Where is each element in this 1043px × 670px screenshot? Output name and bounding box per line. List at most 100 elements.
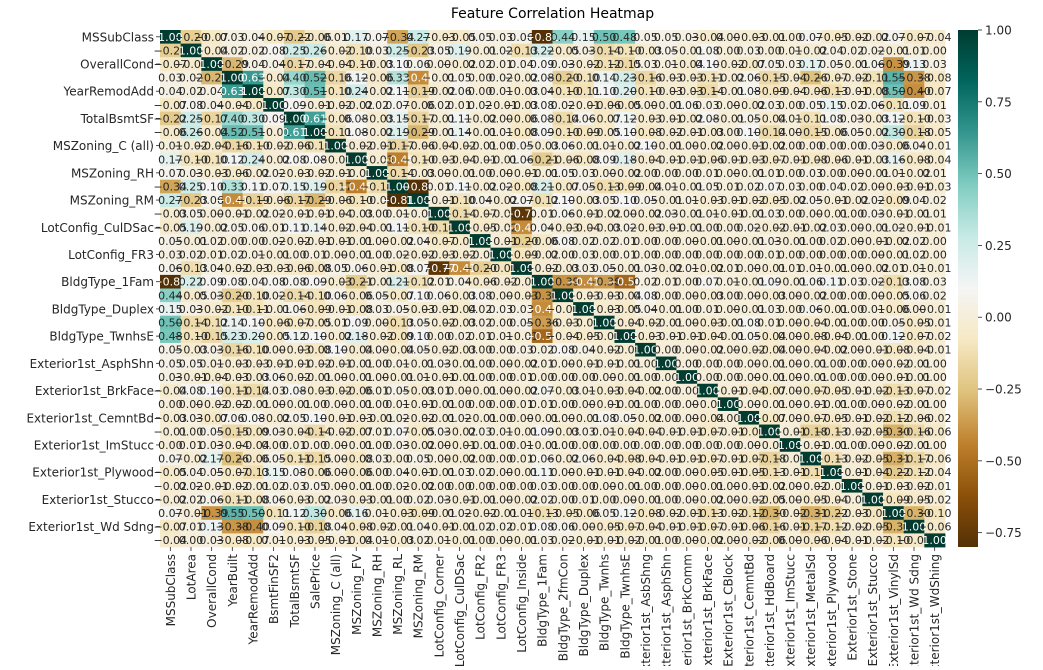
heatmap-cell [676, 179, 698, 194]
heatmap-cell [531, 84, 553, 99]
heatmap-cell [345, 43, 367, 58]
heatmap-cell [469, 206, 491, 221]
heatmap-cell [160, 57, 182, 72]
heatmap-cell [862, 152, 884, 167]
heatmap-cell [469, 30, 491, 45]
heatmap-cell [283, 43, 306, 58]
heatmap-cell [841, 138, 863, 153]
x-tick-label: BsmtFinSF2 [267, 554, 281, 624]
colorbar-tick-label: 0.50 [985, 167, 1012, 181]
heatmap-cell [903, 43, 925, 58]
heatmap-cell [903, 152, 925, 167]
heatmap-cell [283, 111, 306, 126]
heatmap-cell [387, 84, 409, 99]
heatmap-cell [283, 98, 306, 113]
heatmap-cell [738, 206, 760, 221]
heatmap-cell [552, 179, 574, 194]
heatmap-cell [242, 193, 264, 208]
heatmap-cell [655, 70, 677, 85]
heatmap-cell [717, 206, 739, 221]
heatmap-cell [862, 166, 884, 181]
heatmap-cell [180, 234, 202, 249]
heatmap-cell [221, 111, 244, 126]
heatmap-cell [552, 138, 574, 153]
heatmap-cell [614, 152, 636, 167]
heatmap-cell [449, 111, 471, 126]
heatmap-cell [903, 98, 925, 113]
cell-annotation: −0.01 [918, 221, 952, 234]
heatmap-cell [263, 234, 285, 249]
heatmap-cell [821, 206, 843, 221]
heatmap-cell [800, 30, 822, 45]
heatmap-cell [676, 70, 698, 85]
heatmap-cell [201, 111, 223, 126]
heatmap-cell [366, 138, 388, 153]
heatmap-cell [242, 98, 264, 113]
heatmap-cell [201, 179, 223, 194]
heatmap-cell [821, 138, 843, 153]
heatmap-cell [325, 111, 347, 126]
heatmap-cell [676, 57, 698, 72]
heatmap-cell [821, 111, 843, 126]
heatmap-cell [593, 57, 615, 72]
heatmap-cell [841, 111, 863, 126]
heatmap-cell [573, 152, 595, 167]
heatmap-cell [263, 152, 285, 167]
heatmap-cell [883, 179, 905, 194]
y-tick-label: BldgType_Duplex [52, 302, 154, 316]
x-tick-label: LotConfig_FR2 [474, 554, 488, 640]
heatmap-cell [862, 125, 884, 140]
heatmap-cell [221, 138, 244, 153]
heatmap-cell [283, 30, 306, 45]
heatmap-cell [201, 84, 223, 99]
heatmap-cell [759, 98, 781, 113]
heatmap-cell [635, 220, 657, 235]
heatmap-cell [283, 179, 306, 194]
heatmap-cell [449, 70, 471, 85]
heatmap-cell [511, 152, 533, 167]
heatmap-cell [180, 84, 202, 99]
heatmap-cell [304, 57, 326, 72]
heatmap-cell [387, 30, 409, 45]
heatmap-cell [263, 125, 285, 140]
heatmap-cell [511, 70, 533, 85]
heatmap-cell [800, 57, 822, 72]
heatmap-cell [697, 30, 719, 45]
heatmap-cell [676, 234, 698, 249]
heatmap-cell [180, 70, 202, 85]
heatmap-cell [160, 234, 182, 249]
heatmap-cell [924, 166, 946, 181]
heatmap-cell [759, 125, 781, 140]
x-tick-label: MSZoning_RM [412, 554, 426, 638]
heatmap-cell [924, 152, 946, 167]
heatmap-cell [655, 111, 677, 126]
heatmap-cell [655, 43, 677, 58]
heatmap-cell [325, 166, 347, 181]
x-tick-label: Exterior1st_MetalSd [804, 554, 818, 666]
heatmap-cell [201, 125, 223, 140]
heatmap-cell [160, 166, 182, 181]
cell-annotation: −0.03 [918, 180, 952, 193]
heatmap-cell [387, 70, 409, 85]
cell-annotation: −0.06 [918, 425, 952, 438]
heatmap-cell [697, 125, 719, 140]
heatmap-cell [428, 206, 450, 221]
heatmap-cell [676, 138, 698, 153]
heatmap-cell [862, 220, 884, 235]
heatmap-cell [614, 166, 636, 181]
heatmap-cell [160, 152, 182, 167]
heatmap-cell [345, 193, 367, 208]
cell-annotation: −0.07 [918, 85, 952, 98]
cell-annotation: −0.01 [918, 303, 952, 316]
cell-annotation: 0.00 [922, 235, 947, 248]
heatmap-cell [469, 84, 491, 99]
heatmap-cell [593, 70, 615, 85]
heatmap-cell [779, 57, 801, 72]
heatmap-cell [697, 166, 719, 181]
cell-annotation: 0.02 [922, 289, 947, 302]
cell-annotation: −0.04 [918, 466, 952, 479]
x-tick-label: Exterior1st_ImStucc [784, 554, 798, 666]
heatmap-cell [635, 70, 657, 85]
heatmap-cell [242, 30, 264, 45]
heatmap-cell [924, 234, 946, 249]
